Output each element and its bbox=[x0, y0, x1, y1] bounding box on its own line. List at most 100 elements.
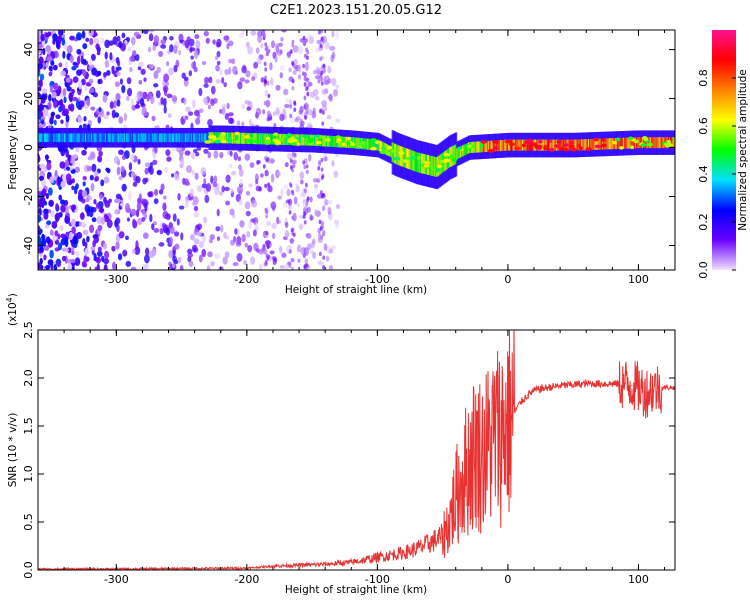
colorbar-tick-label: 0.6 bbox=[697, 117, 710, 135]
snr-data-point bbox=[624, 383, 626, 385]
spectrogram-core-cell bbox=[103, 133, 106, 143]
spectrogram-peak-cell bbox=[601, 138, 606, 142]
spectrogram-noise-cell bbox=[291, 267, 294, 270]
spectrogram-noise-cell bbox=[158, 242, 165, 247]
spectrogram-noise-cell bbox=[322, 255, 326, 260]
spectrogram-noise-cell bbox=[43, 208, 49, 215]
spectrogram-noise-cell bbox=[323, 243, 328, 251]
spectrogram-core-cell bbox=[431, 156, 434, 176]
spectrogram-noise-cell bbox=[160, 97, 164, 105]
snr-x-label: Height of straight line (km) bbox=[285, 584, 427, 596]
spectrogram-noise-cell bbox=[264, 240, 271, 245]
spectrogram-core-cell bbox=[672, 137, 675, 149]
spectrogram-core-cell bbox=[90, 133, 94, 143]
snr-data-point bbox=[526, 394, 529, 396]
spectrogram-noise-cell bbox=[291, 191, 295, 196]
spectrogram-peak-cell bbox=[374, 140, 380, 144]
snr-data-point bbox=[637, 387, 640, 389]
spectrogram-noise-cell bbox=[106, 219, 113, 229]
spectrogram-core-cell bbox=[379, 140, 383, 152]
spectrogram-core-cell bbox=[41, 133, 44, 143]
spectrogram-noise-cell bbox=[293, 196, 298, 205]
spectrogram-peak-cell bbox=[291, 138, 298, 143]
spectrogram-noise-cell bbox=[71, 266, 75, 270]
spectrogram-core-cell bbox=[332, 135, 336, 148]
spectrogram-noise-cell bbox=[82, 43, 88, 50]
spectrogram-noise-cell bbox=[266, 117, 270, 122]
spectrogram-noise-cell bbox=[138, 91, 144, 97]
spectrogram-noise-cell bbox=[154, 188, 159, 196]
spectrogram-noise-cell bbox=[291, 151, 295, 157]
spectrogram-core-cell bbox=[412, 150, 415, 171]
spectrogram-noise-cell bbox=[207, 104, 212, 110]
spectrogram-noise-cell bbox=[165, 149, 171, 157]
spectrogram-core-cell bbox=[61, 133, 64, 143]
spectrogram-noise-cell bbox=[297, 46, 304, 55]
spectrogram-noise-cell bbox=[185, 199, 189, 209]
spectrogram-core-cell bbox=[146, 133, 149, 143]
spectrogram-peak-cell bbox=[256, 139, 262, 144]
spectrogram-noise-cell bbox=[69, 165, 74, 171]
spectrogram-noise-cell bbox=[226, 102, 230, 110]
spectrogram-noise-cell bbox=[106, 69, 111, 76]
spectrogram-noise-cell bbox=[180, 158, 185, 167]
spectrogram-core-cell bbox=[188, 133, 191, 143]
spectrogram-noise-cell bbox=[82, 229, 89, 236]
spectrogram-noise-cell bbox=[274, 43, 279, 50]
spectrogram-noise-cell bbox=[286, 189, 291, 197]
spectrogram-noise-cell bbox=[169, 226, 175, 235]
spectrogram-core-cell bbox=[653, 137, 656, 149]
spectrogram-noise-cell bbox=[255, 47, 260, 55]
spectrogram-core-cell bbox=[376, 139, 379, 151]
spectrogram-noise-cell bbox=[156, 169, 162, 176]
spectrogram-core-cell bbox=[83, 133, 87, 143]
spectrogram-core-cell bbox=[47, 133, 50, 143]
spectrogram-peak-cell bbox=[370, 138, 377, 142]
spectrogram-y-tick-label: 0 bbox=[22, 144, 35, 151]
spectrogram-core-cell bbox=[261, 133, 264, 145]
spectrogram-noise-cell bbox=[297, 258, 301, 263]
spectrogram-noise-cell bbox=[139, 97, 145, 106]
spectrogram-core-cell bbox=[215, 132, 218, 144]
spectrogram-noise-cell bbox=[60, 70, 67, 77]
spectrogram-core-cell bbox=[494, 140, 498, 152]
spectrogram-peak-cell bbox=[416, 156, 421, 160]
spectrogram-noise-cell bbox=[86, 165, 92, 172]
spectrogram-noise-cell bbox=[275, 84, 281, 91]
spectrogram-core-cell bbox=[67, 133, 70, 143]
spectrogram-noise-cell bbox=[189, 47, 196, 52]
spectrogram-noise-cell bbox=[218, 191, 223, 196]
spectrogram-noise-cell bbox=[163, 87, 168, 97]
spectrogram-peak-cell bbox=[265, 139, 272, 144]
spectrogram-noise-cell bbox=[202, 234, 206, 243]
spectrogram-core-cell bbox=[410, 150, 413, 170]
spectrogram-core-cell bbox=[225, 132, 229, 144]
spectrogram-noise-cell bbox=[303, 82, 307, 87]
spectrogram-noise-cell bbox=[80, 198, 86, 204]
spectrogram-core-cell bbox=[626, 137, 629, 149]
spectrogram-noise-cell bbox=[61, 255, 67, 262]
spectrogram-core-cell bbox=[498, 140, 501, 152]
spectrogram-noise-cell bbox=[204, 194, 210, 204]
spectrogram-noise-cell bbox=[303, 76, 307, 81]
spectrogram-noise-cell bbox=[174, 173, 180, 181]
spectrogram-noise-cell bbox=[61, 37, 66, 46]
spectrogram-noise-cell bbox=[123, 112, 128, 122]
spectrogram-core-cell bbox=[671, 137, 674, 149]
spectrogram-noise-cell bbox=[291, 215, 295, 220]
spectrogram-core-cell bbox=[164, 133, 168, 143]
spectrogram-noise-cell bbox=[228, 58, 233, 64]
spectrogram-core-cell bbox=[323, 135, 326, 147]
spectrogram-noise-cell bbox=[242, 64, 247, 71]
spectrogram-core-cell bbox=[204, 133, 208, 143]
spectrogram-peak-cell bbox=[208, 135, 213, 139]
spectrogram-noise-cell bbox=[195, 117, 201, 125]
spectrogram-core-cell bbox=[196, 133, 199, 143]
spectrogram-core-cell bbox=[606, 138, 609, 150]
snr-ticks: -300 -200 -100 0 100 0.0 0.5 1.0 1.5 2.0 2.5 bbox=[22, 321, 675, 586]
spectrogram-noise-cell bbox=[190, 152, 196, 160]
spectrogram-noise-cell bbox=[85, 197, 90, 203]
spectrogram-noise-cell bbox=[97, 70, 102, 76]
spectrogram-core-cell bbox=[287, 134, 290, 146]
spectrogram-noise-cell bbox=[231, 58, 236, 65]
